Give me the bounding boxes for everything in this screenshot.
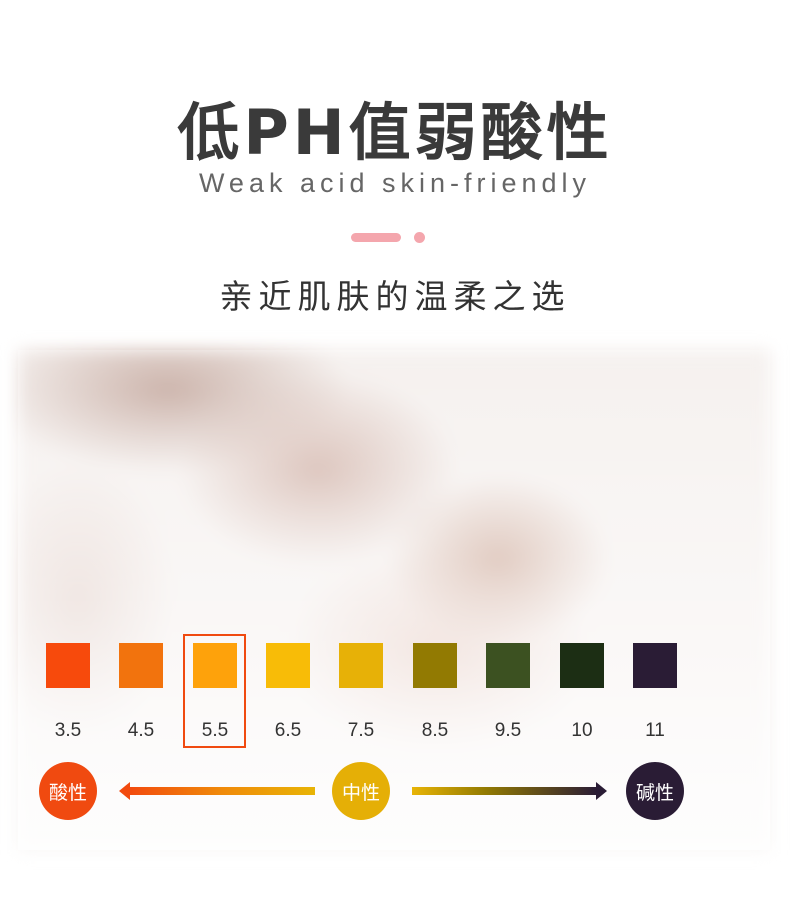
- ph-value-label: 10: [571, 720, 593, 741]
- ph-value-label: 6.5: [274, 720, 302, 741]
- highlight-box: [183, 634, 246, 748]
- tagline: 亲近肌肤的温柔之选: [219, 277, 571, 316]
- ph-value-label: 4.5: [127, 720, 155, 741]
- ph-swatch: [413, 643, 457, 688]
- ph-value-label: 3.5: [54, 720, 82, 741]
- ph-value-label: 11: [645, 720, 665, 741]
- ph-value-label: 8.5: [421, 720, 449, 741]
- ph-swatch: [560, 643, 604, 688]
- ph-swatch: [486, 643, 530, 688]
- ph-value-label: 9.5: [494, 720, 522, 741]
- decorative-bar: [351, 233, 401, 242]
- neutral-badge: 中性: [332, 762, 390, 820]
- acid-arrow: [128, 787, 315, 795]
- page-subtitle: Weak acid skin-friendly: [198, 168, 592, 198]
- ph-swatch: [46, 643, 90, 688]
- ph-swatch: [193, 643, 237, 688]
- ph-swatch: [119, 643, 163, 688]
- ph-swatch: [339, 643, 383, 688]
- ph-value-label: 7.5: [347, 720, 375, 741]
- ph-swatch: [633, 643, 677, 688]
- ph-value-label: 5.5: [201, 720, 229, 741]
- alkaline-badge: 碱性: [626, 762, 684, 820]
- decorative-dot: [414, 232, 425, 243]
- acid-badge: 酸性: [39, 762, 97, 820]
- ph-swatch: [266, 643, 310, 688]
- acid-arrow-head: [119, 782, 130, 800]
- page-title: 低PH值弱酸性: [177, 96, 613, 169]
- alkaline-arrow: [412, 787, 597, 795]
- alkaline-arrow-head: [596, 782, 607, 800]
